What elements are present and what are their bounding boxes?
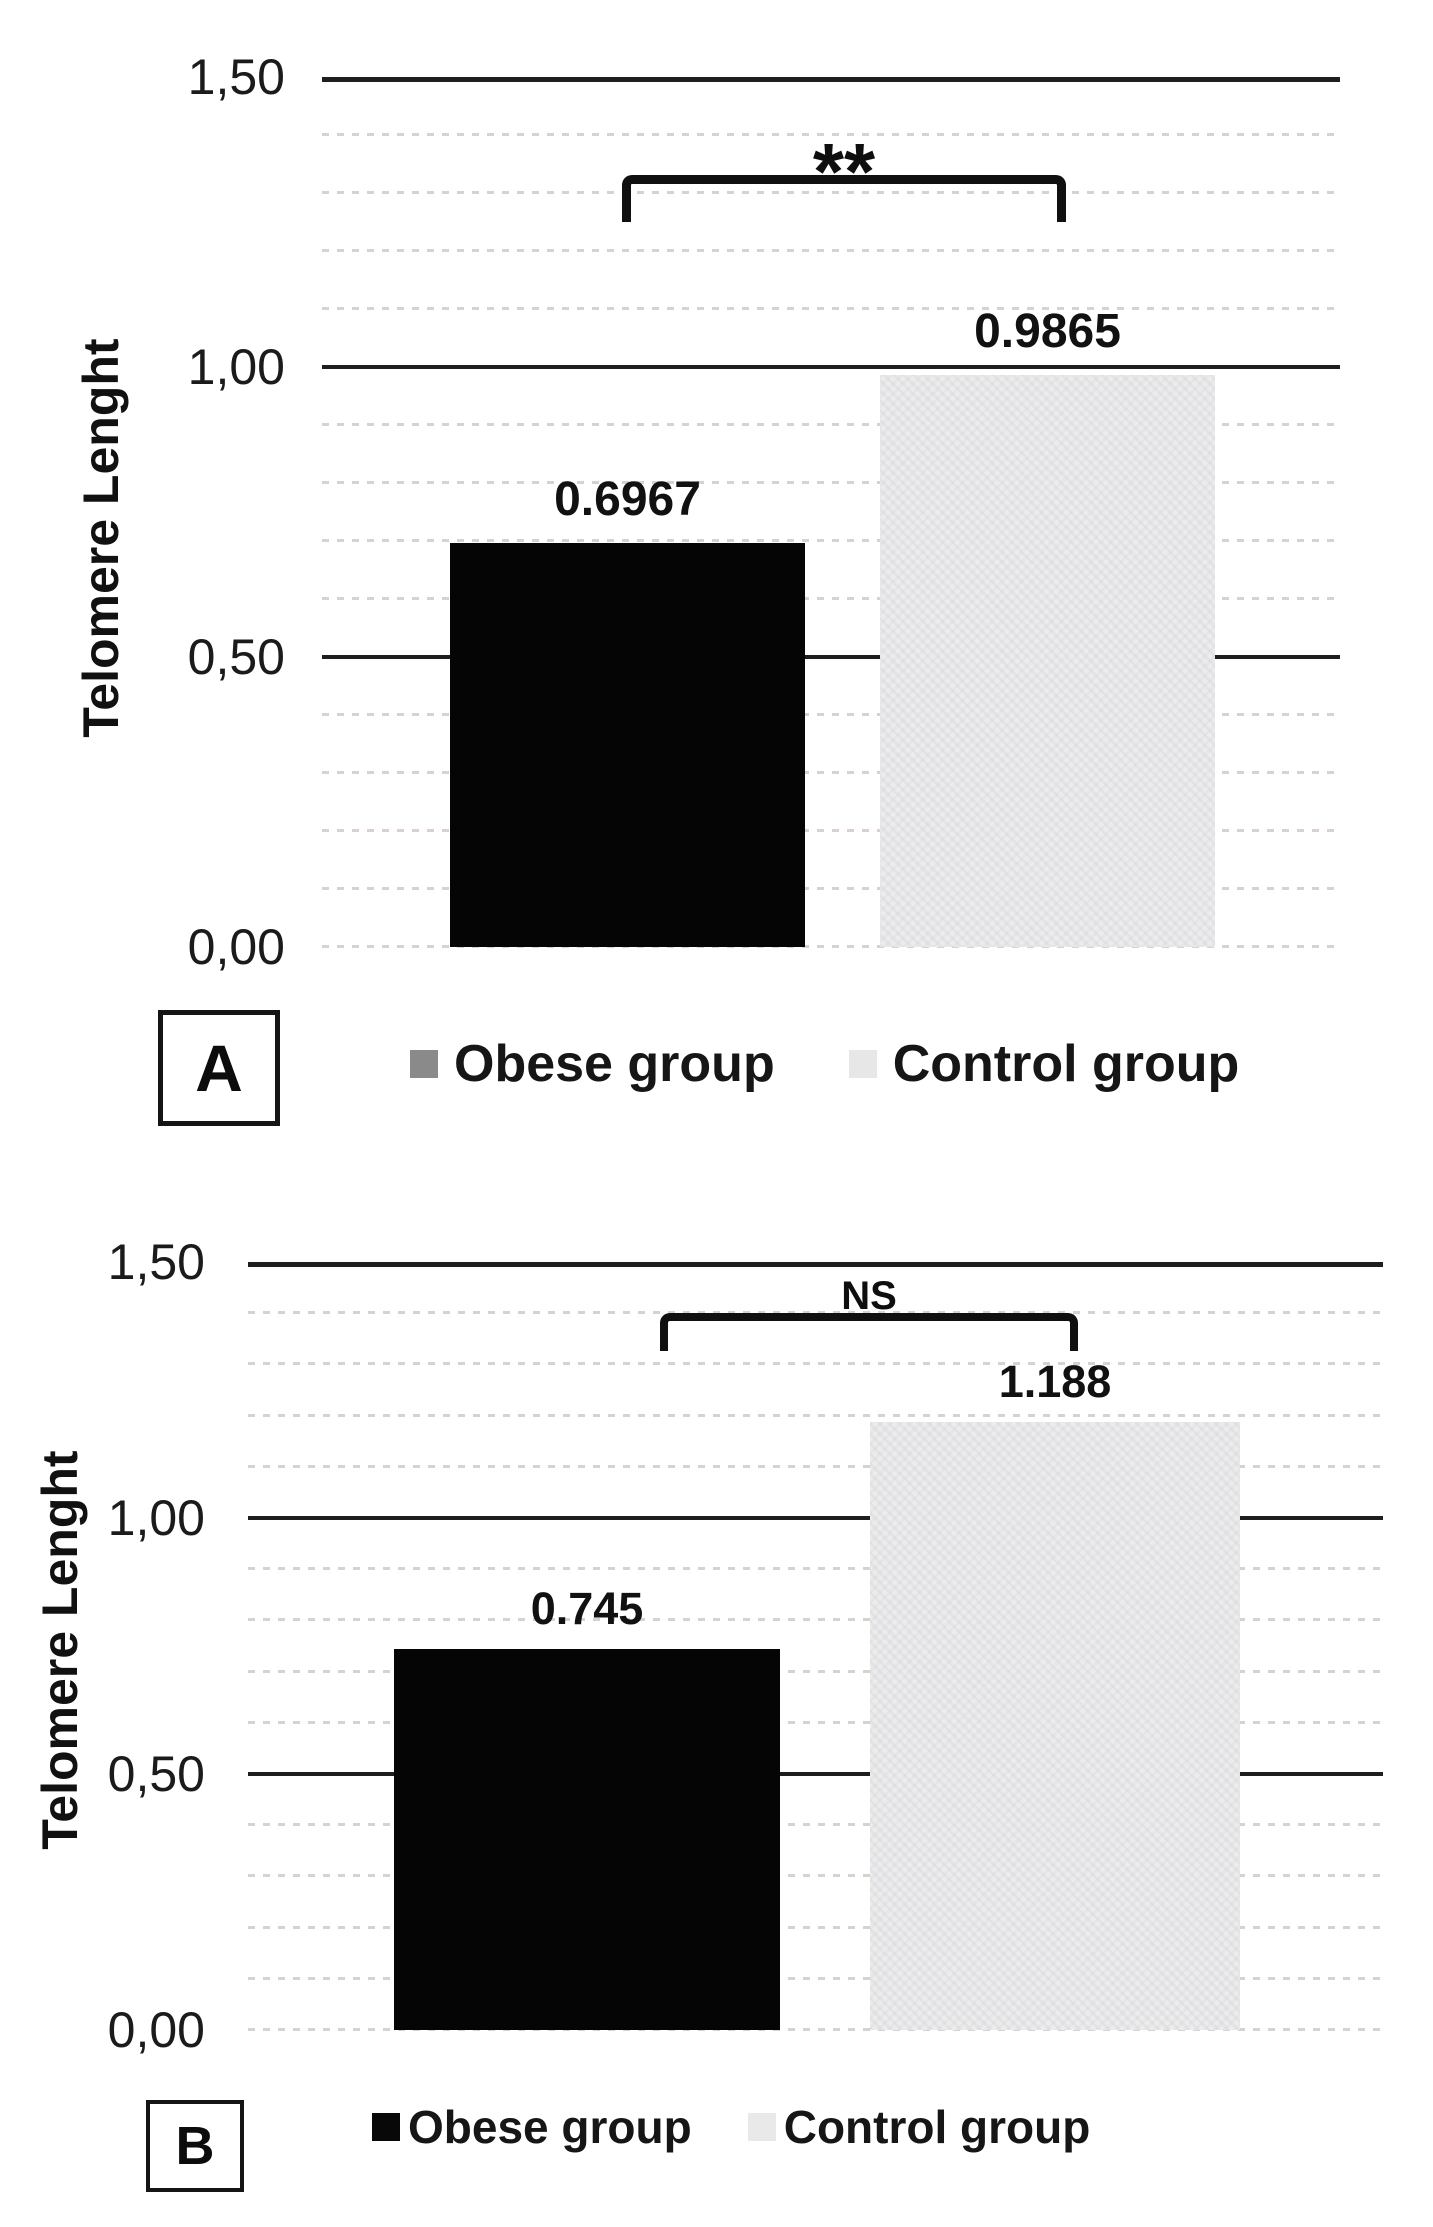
bar-control-group: 1.188 (870, 1356, 1240, 2030)
bar-value-label: 0.9865 (974, 304, 1121, 358)
major-gridline (248, 1515, 1383, 1520)
minor-gridline (248, 1413, 1383, 1417)
y-axis-title: Telomere Lenght (32, 1450, 88, 1850)
minor-gridline (322, 597, 1340, 600)
major-gridline (322, 77, 1340, 82)
major-gridline (248, 1262, 1383, 1267)
legend-label: Obese group (454, 1035, 775, 1093)
minor-gridline (322, 249, 1340, 252)
minor-gridline (248, 1925, 1383, 1929)
minor-gridline (322, 771, 1340, 774)
plot-area: 0.6967 0.9865 ** (322, 77, 1340, 948)
legend-swatch-icon (747, 2113, 776, 2141)
y-tick-label: 0,00 (187, 919, 285, 975)
minor-gridline (322, 132, 1340, 136)
legend-label: Control group (892, 1035, 1240, 1093)
y-tick-label: 0,00 (107, 2002, 205, 2058)
plot-area: 0.745 1.188 NS (248, 1262, 1383, 2031)
minor-gridline (322, 828, 1340, 832)
minor-gridline (248, 2028, 1383, 2031)
legend-item-control: Control group (747, 2100, 1091, 2154)
bar-obese-group: 0.745 (394, 1583, 780, 2030)
bar-value-label: 0.745 (530, 1582, 644, 1634)
minor-gridline (322, 190, 1340, 194)
major-gridline (322, 364, 1340, 369)
y-tick-label: 1,00 (187, 339, 285, 395)
minor-gridline (322, 713, 1340, 716)
legend-label: Obese group (408, 2101, 692, 2153)
minor-gridline (248, 1874, 1383, 1878)
significance-label: NS (841, 1274, 897, 1318)
y-tick-label: 1,00 (107, 1490, 205, 1546)
legend-item-control: Control group (848, 1034, 1240, 1094)
minor-gridline (322, 306, 1340, 310)
major-gridline (248, 1771, 1383, 1776)
significance-bracket: ** (622, 127, 1066, 222)
bar-obese-group: 0.6967 (450, 473, 805, 947)
legend: Obese group Control group (372, 2100, 1090, 2154)
y-tick-label: 1,50 (107, 1234, 205, 1290)
minor-gridline (248, 1823, 1383, 1827)
bar-value-label: 0.6967 (554, 472, 701, 526)
y-tick-label: 0,50 (187, 629, 285, 685)
minor-gridline (248, 1567, 1383, 1571)
minor-gridline (322, 481, 1340, 484)
legend-item-obese: Obese group (410, 1034, 775, 1094)
minor-gridline (248, 1362, 1383, 1366)
panel-label-badge: A (158, 1010, 280, 1126)
legend: Obese group Control group (410, 1034, 1239, 1094)
panel-label-badge: B (146, 2100, 244, 2192)
minor-gridline (322, 945, 1340, 948)
significance-bracket: NS (660, 1274, 1078, 1351)
bar-value-label: 1.188 (998, 1355, 1112, 1407)
minor-gridline (322, 423, 1340, 426)
minor-gridline (248, 1311, 1383, 1315)
y-axis-title: Telomere Lenght (73, 338, 129, 738)
legend-swatch-icon (372, 2113, 400, 2141)
minor-gridline (248, 1976, 1383, 1980)
minor-gridline (248, 1618, 1383, 1622)
minor-gridline (322, 887, 1340, 890)
significance-label: ** (812, 127, 876, 216)
legend-swatch-icon (848, 1050, 877, 1078)
major-gridline (322, 654, 1340, 659)
y-tick-label: 1,50 (187, 49, 285, 105)
minor-gridline (322, 538, 1340, 542)
y-tick-label: 0,50 (107, 1746, 205, 1802)
bar-control-group: 0.9865 (880, 305, 1215, 947)
legend-label: Control group (783, 2101, 1091, 2153)
legend-swatch-icon (410, 1050, 438, 1078)
minor-gridline (248, 1720, 1383, 1724)
minor-gridline (248, 1464, 1383, 1468)
minor-gridline (248, 1669, 1383, 1673)
legend-item-obese: Obese group (372, 2100, 692, 2154)
